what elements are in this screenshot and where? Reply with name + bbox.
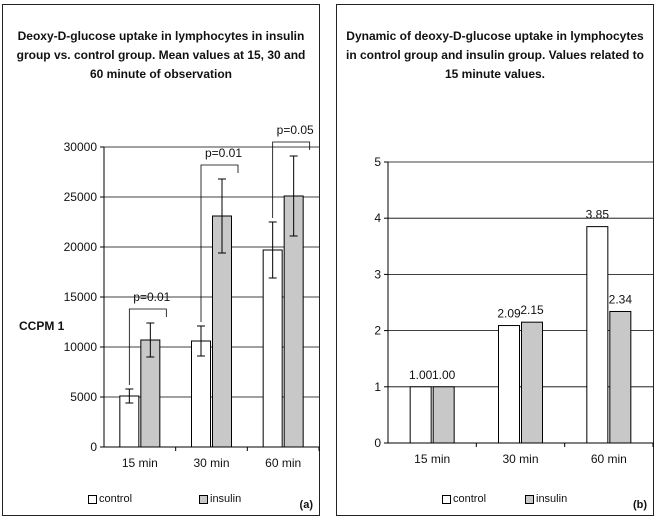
chart-panel-b: Dynamic of deoxy-D-glucose uptake in lym… [336,4,654,516]
x-tick-label: 60 min [591,452,627,466]
y-tick-label: 4 [374,211,381,225]
data-label: 2.34 [609,292,633,306]
significance-bracket [200,164,239,322]
legend-item-insulin: insulin [199,493,241,505]
bar-control [262,249,283,448]
y-tick-label: 0 [90,440,97,454]
data-label: 3.85 [586,208,610,222]
bar-insulin [432,386,455,444]
bar-control [409,386,432,444]
x-tick-label: 30 min [502,452,538,466]
y-tick-label: 1 [374,380,381,394]
legend-label-control: control [453,493,487,505]
y-tick-label: 3 [374,267,381,281]
y-tick-label: 0 [374,436,381,450]
y-tick-label: 5 [374,155,381,169]
legend-item-control: control [88,493,132,505]
legend-label-control: control [99,493,133,505]
legend-swatch-insulin [525,494,534,504]
significance-bracket [128,308,167,385]
legend-label-insulin: insulin [210,493,242,505]
bar-insulin [521,321,543,444]
p-value-label: p=0.05 [277,123,314,137]
p-value-label: p=0.01 [133,290,170,304]
data-label: 2.09 [497,307,521,321]
data-label: 1.00 [409,368,433,382]
x-tick-label: 60 min [265,456,301,470]
chart-b-svg: 0 1 2 3 4 5 15 min 1.00 1.00 30 min 2.09 2.15 60 min… [374,155,654,466]
data-label: 2.15 [520,303,544,317]
bar-control [586,226,609,444]
bar-control [498,325,520,444]
y-tick-label: 15000 [64,290,98,304]
y-tick-label: 2 [374,324,381,338]
y-tick-label: 30000 [64,140,98,154]
y-tick-label: 25000 [64,190,98,204]
p-value-label: p=0.01 [205,146,242,160]
panel-label: (b) [632,499,647,511]
chart-title: Dynamic of deoxy-D-glucose uptake in lym… [345,29,645,81]
bar-control [119,395,140,448]
y-tick-label: 20000 [64,240,98,254]
legend-swatch-control [88,494,97,504]
chart-title: Deoxy-D-glucose uptake in lymphocytes in… [16,29,306,81]
legend-swatch-insulin [199,494,208,504]
legend-swatch-control [442,494,451,504]
chart-a-svg: 0 5000 10000 15000 20000 25000 30000 CCPM 1 15 m… [19,123,320,470]
bar-insulin [609,310,632,444]
significance-bracket [272,141,311,218]
chart-panel-a: Deoxy-D-glucose uptake in lymphocytes in… [2,4,320,516]
panel-label: (a) [299,499,313,511]
legend-item-insulin: insulin [525,493,567,505]
legend-label-insulin: insulin [536,493,568,505]
x-tick-label: 30 min [193,456,229,470]
x-tick-label: 15 min [122,456,158,470]
y-axis-label: CCPM 1 [19,319,65,333]
y-tick-label: 5000 [70,390,97,404]
legend-item-control: control [442,493,486,505]
bar-control [191,340,211,448]
y-tick-label: 10000 [64,340,98,354]
data-label: 1.00 [432,368,456,382]
x-tick-label: 15 min [414,452,450,466]
